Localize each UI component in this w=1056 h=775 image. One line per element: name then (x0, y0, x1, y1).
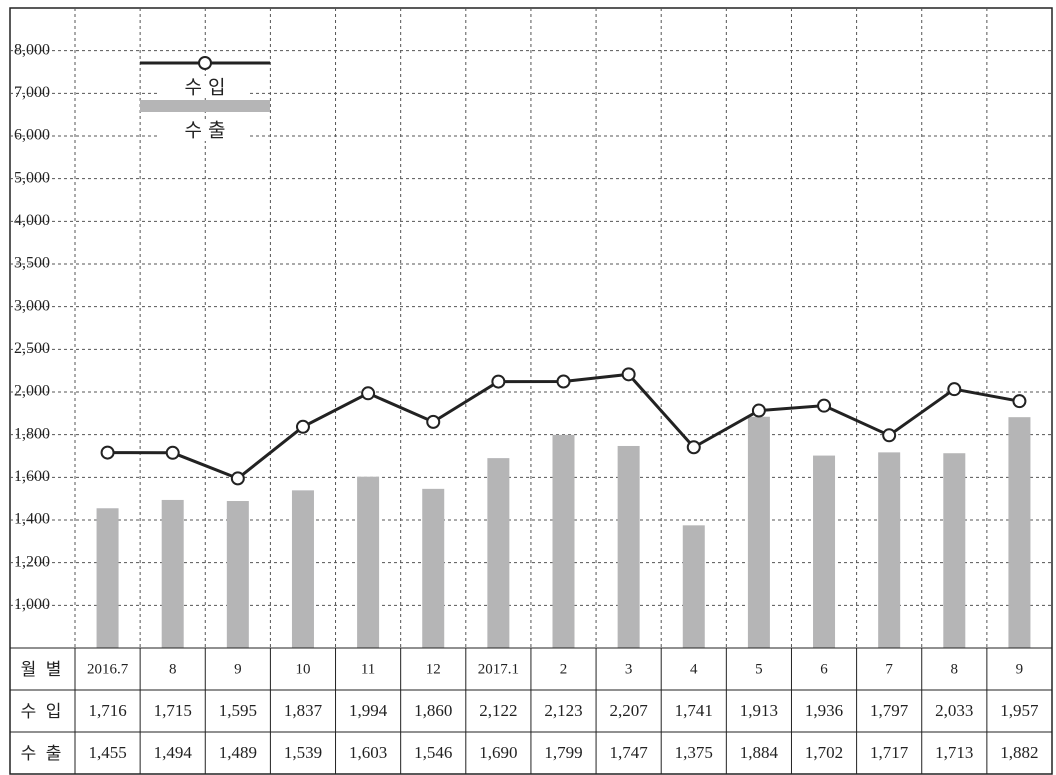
table-cell: 1,603 (349, 743, 387, 762)
row-header: 월 별 (21, 660, 64, 680)
x-tick-label: 11 (361, 661, 375, 677)
bar (617, 445, 640, 648)
y-tick-label: 3,500 (14, 255, 50, 272)
point (751, 403, 766, 418)
y-tick-label: 4,000 (14, 212, 50, 229)
table-cell: 1,936 (805, 701, 843, 720)
bar (682, 525, 705, 648)
bar (161, 499, 184, 648)
table-cell: 1,455 (88, 743, 126, 762)
y-tick-label: 6,000 (14, 127, 50, 144)
y-tick-label: 1,600 (14, 468, 50, 485)
table-cell: 1,690 (479, 743, 517, 762)
bar (552, 434, 575, 648)
y-tick-label: 2,500 (14, 340, 50, 357)
point (556, 374, 571, 389)
y-tick-label: 3,000 (14, 297, 50, 314)
x-tick-label: 12 (426, 661, 441, 677)
x-tick-label: 2 (560, 661, 568, 677)
table-cell: 1,595 (219, 701, 257, 720)
table-cell: 2,123 (544, 701, 582, 720)
x-tick-label: 8 (951, 661, 959, 677)
legend-label: 수 출 (185, 120, 226, 142)
x-tick-label: 2017.1 (478, 661, 519, 677)
point (817, 398, 832, 413)
legend-bg (160, 119, 250, 141)
table-cell: 1,713 (935, 743, 973, 762)
bar (226, 501, 249, 648)
y-tick-label: 2,000 (14, 383, 50, 400)
table-cell: 1,717 (870, 743, 909, 762)
table-cell: 1,546 (414, 743, 452, 762)
x-tick-label: 7 (885, 661, 893, 677)
x-tick-label: 3 (625, 661, 633, 677)
x-tick-label: 4 (690, 661, 698, 677)
table-cell: 1,747 (610, 743, 649, 762)
y-tick-label: 1,200 (14, 553, 50, 570)
x-tick-label: 9 (234, 661, 242, 677)
bar (1008, 417, 1031, 648)
point (230, 471, 245, 486)
point (491, 374, 506, 389)
table-cell: 1,494 (154, 743, 193, 762)
point (426, 414, 441, 429)
y-tick-label: 1,000 (14, 596, 50, 613)
table-cell: 1,913 (740, 701, 778, 720)
table-cell: 1,994 (349, 701, 388, 720)
row-header: 수 출 (21, 744, 64, 764)
x-tick-label: 2016.7 (87, 661, 129, 677)
table-cell: 1,702 (805, 743, 843, 762)
x-tick-label: 5 (755, 661, 763, 677)
point (882, 428, 897, 443)
bar (878, 452, 901, 648)
bar (357, 476, 380, 648)
bar (943, 453, 966, 648)
table-cell: 2,033 (935, 701, 973, 720)
row-header: 수 입 (21, 702, 64, 722)
point (165, 445, 180, 460)
x-tick-label: 8 (169, 661, 177, 677)
point (361, 386, 376, 401)
table-cell: 1,375 (675, 743, 713, 762)
table-cell: 1,837 (284, 701, 323, 720)
legend-marker (198, 56, 212, 70)
y-tick-label: 1,400 (14, 511, 50, 528)
table-cell: 1,716 (88, 701, 126, 720)
legend-swatch (140, 100, 270, 112)
y-tick-label: 8,000 (14, 41, 50, 58)
table-cell: 2,207 (610, 701, 649, 720)
table-cell: 1,860 (414, 701, 452, 720)
point (947, 382, 962, 397)
legend-bg (160, 76, 250, 98)
table-cell: 1,957 (1000, 701, 1039, 720)
point (295, 419, 310, 434)
bar (487, 458, 510, 648)
table-cell: 1,741 (675, 701, 713, 720)
table-cell: 1,799 (544, 743, 582, 762)
bar (291, 490, 314, 648)
y-tick-label: 1,800 (14, 425, 50, 442)
point (100, 445, 115, 460)
x-tick-label: 9 (1016, 661, 1024, 677)
table-cell: 1,715 (154, 701, 192, 720)
table-cell: 1,539 (284, 743, 322, 762)
table-cell: 1,797 (870, 701, 909, 720)
y-tick-label: 7,000 (14, 84, 50, 101)
point (1012, 394, 1027, 409)
table-cell: 1,489 (219, 743, 257, 762)
bar (747, 416, 770, 648)
legend-label: 수 입 (185, 77, 226, 99)
table-cell: 2,122 (479, 701, 517, 720)
table-cell: 1,884 (740, 743, 779, 762)
bar (813, 455, 836, 648)
x-tick-label: 10 (295, 661, 310, 677)
bar (422, 488, 445, 648)
point (686, 440, 701, 455)
x-tick-label: 6 (820, 661, 828, 677)
table-cell: 1,882 (1000, 743, 1038, 762)
y-tick-label: 5,000 (14, 169, 50, 186)
point (621, 367, 636, 382)
bar (96, 508, 119, 648)
